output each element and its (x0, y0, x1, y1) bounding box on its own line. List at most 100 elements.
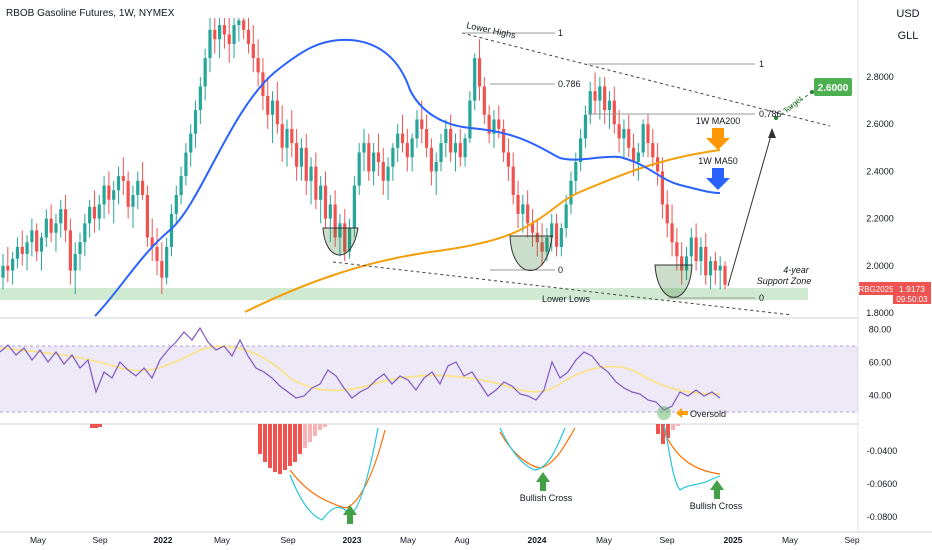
macd-axis: -0.0400 -0.0600 -0.0800 (867, 446, 898, 522)
price-tick-label: 2.0000 (866, 261, 894, 271)
candle-body (323, 185, 328, 219)
candle-body (189, 133, 193, 153)
target-point-start (774, 116, 778, 120)
candle-body (285, 128, 289, 148)
candle-body (198, 86, 202, 111)
candle-body (492, 119, 496, 134)
support-zone (0, 288, 808, 300)
candle-body (242, 20, 246, 30)
currency-label[interactable]: USD (896, 8, 920, 20)
candle-body (521, 204, 525, 214)
macd-tick-label: -0.0400 (867, 446, 898, 456)
candle-body (92, 206, 97, 219)
macd-histogram-bar (313, 424, 317, 436)
candle-body (468, 100, 472, 139)
time-tick-label: May (214, 535, 231, 545)
price-tick-label: 2.6000 (866, 119, 894, 129)
candle-body (357, 152, 361, 186)
lower-lows-trendline (332, 261, 793, 316)
rsi-band (0, 346, 858, 412)
candle-body (203, 58, 207, 87)
candle-body (39, 237, 44, 252)
price-axis[interactable]: 2.8000 2.6000 2.4000 2.2000 2.0000 1.8000 (866, 72, 894, 318)
candle-body (381, 161, 385, 181)
candle-body (319, 185, 323, 200)
candle-body (593, 91, 597, 101)
price-tick-label: 2.2000 (866, 214, 894, 224)
ma200-arrow-icon (706, 128, 730, 150)
candle-body (107, 185, 111, 200)
candle-body (280, 124, 284, 148)
time-axis[interactable]: May Sep 2022 May Sep 2023 May Aug 2024 May Sep 2025… (30, 535, 860, 545)
price-tick-label: 2.4000 (866, 166, 894, 176)
candle-body (20, 246, 24, 254)
candle-body (713, 261, 717, 271)
candle-body (689, 237, 693, 257)
candle-body (424, 128, 429, 148)
candle-body (83, 223, 87, 243)
fib-1-label-a: 1 (558, 28, 563, 38)
macd-histogram-bar (263, 424, 267, 462)
macd-histogram-bar (283, 424, 287, 470)
candle-body (367, 143, 371, 172)
candle-body (554, 223, 559, 247)
candle-body (112, 190, 116, 200)
candle-body (193, 110, 198, 134)
candle-body (352, 185, 356, 229)
candle-body (636, 152, 640, 162)
candle-body (646, 124, 650, 144)
candle-body (155, 246, 159, 262)
support-zone-label-2: Support Zone (757, 276, 812, 286)
candle-body (121, 176, 125, 181)
target-value: 2.6000 (818, 83, 849, 94)
candle-body (574, 161, 578, 181)
candle-body (708, 261, 713, 276)
candle-body (246, 29, 251, 44)
projection-arrow (727, 131, 773, 287)
ma50-line (94, 38, 721, 317)
candle-body (660, 171, 665, 205)
candle-body (603, 86, 607, 111)
candle-body (545, 237, 549, 252)
candle-body (309, 166, 313, 181)
macd-histogram (90, 424, 680, 474)
macd-histogram-bar (671, 424, 675, 430)
time-tick-label: Sep (280, 535, 295, 545)
candle-body (583, 114, 588, 139)
candle-body (588, 91, 592, 115)
candle-body (434, 161, 438, 172)
candle-body (579, 138, 583, 162)
macd-histogram-bar (98, 424, 102, 427)
candle-body (251, 43, 255, 59)
ma200-label: 1W MA200 (696, 116, 741, 126)
unit-label[interactable]: GLL (897, 30, 919, 42)
candle-body (487, 114, 491, 134)
candle-body (405, 143, 409, 158)
candle-body (304, 147, 308, 181)
candle-body (376, 152, 381, 162)
candle-body (535, 232, 539, 243)
rsi-axis: 80.00 60.00 40.00 (869, 325, 892, 401)
candle-body (73, 254, 77, 271)
bullish-cross-label-1: Bullish Cross (520, 493, 573, 503)
candle-body (497, 119, 501, 129)
candle-body (540, 242, 544, 252)
candle-body (1, 265, 5, 278)
bullish-cross-arrow-icon-3 (710, 480, 724, 499)
candle-body (680, 256, 684, 271)
candle-body (97, 204, 101, 219)
candle-body (612, 100, 616, 125)
time-tick-label: Aug (454, 535, 469, 545)
candle-body (227, 34, 231, 44)
rsi-tick-label: 60.00 (869, 358, 892, 368)
candle-body (222, 25, 227, 35)
candle-body (704, 246, 708, 276)
macd-tick-label: -0.0600 (867, 479, 898, 489)
candle-body (627, 128, 631, 148)
oversold-marker (657, 406, 671, 420)
fib-786-label-b: 0.786 (759, 109, 782, 119)
candle-body (140, 180, 145, 195)
bottom-bowl-2 (509, 235, 553, 271)
time-tick-label: 2025 (724, 535, 743, 545)
